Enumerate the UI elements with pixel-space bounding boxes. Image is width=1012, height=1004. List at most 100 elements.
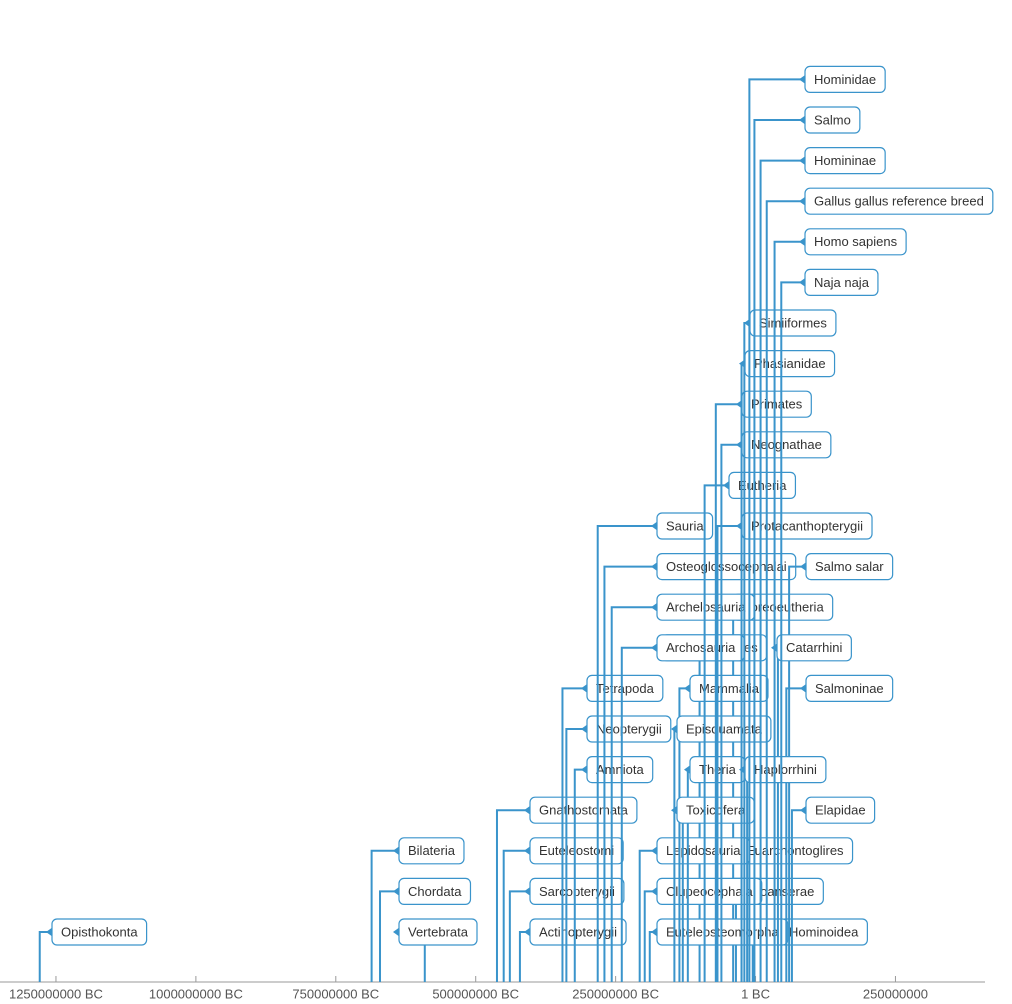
label-box <box>398 918 478 946</box>
pointer <box>393 927 400 937</box>
event: Salmo <box>753 106 861 982</box>
event: Bilateria <box>370 837 465 982</box>
pointer <box>393 886 400 897</box>
label-box <box>804 228 907 256</box>
event-label: Archelosauria <box>666 600 746 615</box>
pointer <box>739 358 746 369</box>
event: Homininae <box>759 147 886 982</box>
event-stem <box>678 687 686 982</box>
event-label: Neognathae <box>751 437 822 452</box>
pointer <box>651 845 658 856</box>
label-box <box>776 634 852 662</box>
event-stem <box>638 849 653 982</box>
pointer <box>524 845 531 856</box>
label-box <box>529 837 624 865</box>
pointer <box>800 805 807 816</box>
event-stem <box>370 849 395 982</box>
label-box <box>744 755 827 784</box>
event-label: Gallus gallus reference breed <box>814 194 984 209</box>
event-label: Chordata <box>408 884 462 899</box>
event-label: Opisthokonta <box>61 924 138 939</box>
event: Tetrapoda <box>561 674 664 982</box>
event: Amniota <box>573 755 654 982</box>
label-box <box>805 552 894 581</box>
pointer <box>524 805 531 816</box>
event-stem <box>508 890 526 982</box>
label-box <box>804 268 879 296</box>
event-stem <box>610 606 653 982</box>
event: Elapidae <box>790 796 876 982</box>
event-stem <box>565 728 583 982</box>
pointer <box>800 683 807 694</box>
event-stem <box>502 849 526 982</box>
event-label: Gnathostomata <box>539 803 629 818</box>
event: Naja naja <box>780 268 879 982</box>
event-label: Mammalia <box>699 681 760 696</box>
pointer <box>524 927 531 937</box>
event: Hominoidea <box>751 918 868 982</box>
tick-label: 1250000000 BC <box>9 986 103 1001</box>
event-stem <box>765 200 801 982</box>
pointer <box>800 561 807 572</box>
event-label: Sauria <box>666 518 704 533</box>
event-label: Protacanthopterygii <box>751 518 863 533</box>
pointer <box>799 236 806 247</box>
tick-label: 1000000000 BC <box>149 986 243 1001</box>
event-stem <box>785 687 802 982</box>
event-label: Haplorrhini <box>754 762 817 777</box>
event-stem <box>38 931 48 982</box>
event: Chordata <box>379 877 472 982</box>
label-box <box>586 715 672 743</box>
event-label: Phasianidae <box>754 356 826 371</box>
event: Actinopterygii <box>518 918 627 982</box>
event: Gnathostomata <box>495 796 638 982</box>
event-label: Salmo salar <box>815 559 884 574</box>
pointer <box>581 724 588 734</box>
event-label: Sarcopterygii <box>539 884 615 899</box>
label-box <box>804 106 861 134</box>
event-stem <box>561 687 583 982</box>
pointer <box>651 521 658 531</box>
event-label: Archosauria <box>666 640 736 655</box>
event: Neognathae <box>720 431 832 982</box>
pointer <box>651 602 658 613</box>
pointer <box>799 277 806 288</box>
event-label: Amniota <box>596 762 644 777</box>
label-box <box>676 715 772 743</box>
label-box <box>804 187 994 215</box>
event: Archosauria <box>620 634 745 982</box>
tick-label: 250000000 <box>863 986 928 1001</box>
event-stem <box>643 890 653 982</box>
event-stem <box>773 240 801 982</box>
event-label: Euarchontoglires <box>746 843 844 858</box>
event-label: Simiiformes <box>759 315 827 330</box>
event-label: Episquamata <box>686 721 763 736</box>
pointer <box>581 683 588 694</box>
event-stem <box>788 565 802 982</box>
event-stem <box>620 646 653 982</box>
event-label: Catarrhini <box>786 640 842 655</box>
event-label: Neopterygii <box>596 721 662 736</box>
event-stem <box>648 931 653 982</box>
pointer <box>651 886 658 897</box>
tick-label: 750000000 BC <box>292 986 379 1001</box>
label-box <box>805 796 876 824</box>
pointer <box>799 155 806 166</box>
event: Archelosauria <box>610 593 756 982</box>
event-stem <box>518 931 526 982</box>
label-box <box>804 65 886 94</box>
event-stem <box>780 281 801 982</box>
label-box <box>398 837 465 865</box>
event: Salmoninae <box>785 674 894 982</box>
pointer <box>651 927 658 937</box>
pointer <box>671 724 678 734</box>
event-label: Eutheria <box>738 478 787 493</box>
event: Haplorrhini <box>739 755 827 982</box>
event-label: Euteleostomi <box>539 843 614 858</box>
event: Neopterygii <box>565 715 672 982</box>
event-label: Osteoglossocephalai <box>666 559 787 574</box>
event-stem <box>596 525 653 982</box>
event: Gallus gallus reference breed <box>765 187 994 982</box>
label-box <box>656 512 714 540</box>
event: Homo sapiens <box>773 228 907 982</box>
